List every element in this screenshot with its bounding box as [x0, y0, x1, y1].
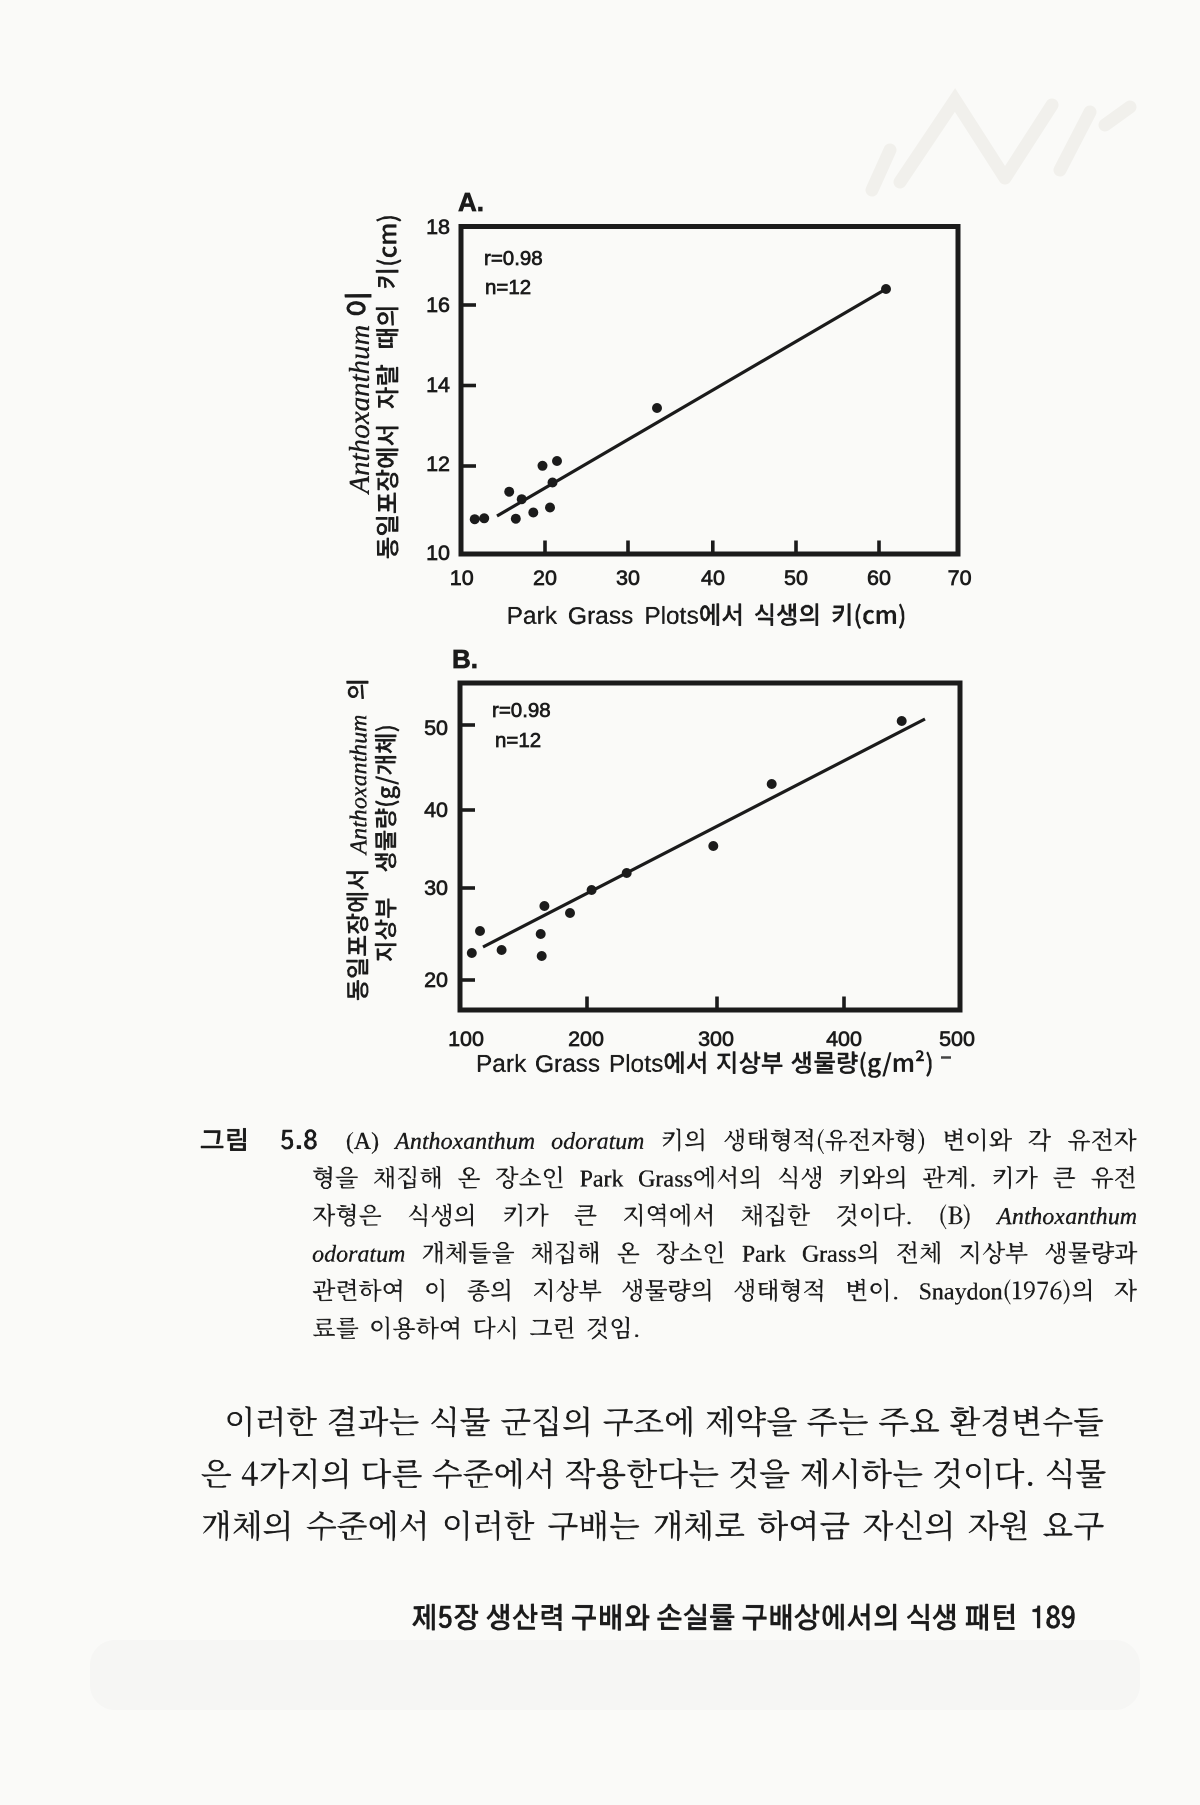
svg-text:70: 70	[948, 566, 972, 590]
svg-text:A.: A.	[458, 187, 484, 217]
svg-text:40: 40	[701, 566, 725, 590]
svg-text:12: 12	[426, 452, 450, 476]
svg-text:30: 30	[424, 876, 448, 900]
svg-text:B.: B.	[452, 644, 478, 674]
svg-text:n=12: n=12	[495, 729, 541, 752]
svg-text:16: 16	[426, 293, 450, 317]
svg-text:300: 300	[698, 1027, 734, 1051]
svg-text:n=12: n=12	[485, 276, 531, 299]
svg-text:30: 30	[616, 566, 640, 590]
svg-text:10: 10	[426, 541, 450, 565]
svg-text:100: 100	[448, 1027, 484, 1051]
svg-text:r=0.98: r=0.98	[484, 247, 543, 270]
svg-text:50: 50	[784, 566, 808, 590]
svg-text:60: 60	[867, 566, 891, 590]
svg-text:18: 18	[426, 215, 450, 239]
svg-text:50: 50	[424, 716, 448, 740]
svg-text:14: 14	[426, 373, 450, 397]
svg-text:400: 400	[826, 1027, 862, 1051]
svg-text:20: 20	[533, 566, 557, 590]
svg-text:40: 40	[424, 798, 448, 822]
svg-text:r=0.98: r=0.98	[492, 699, 551, 722]
svg-text:10: 10	[450, 566, 474, 590]
svg-text:200: 200	[568, 1027, 604, 1051]
svg-text:20: 20	[424, 968, 448, 992]
svg-text:500: 500	[939, 1027, 975, 1051]
